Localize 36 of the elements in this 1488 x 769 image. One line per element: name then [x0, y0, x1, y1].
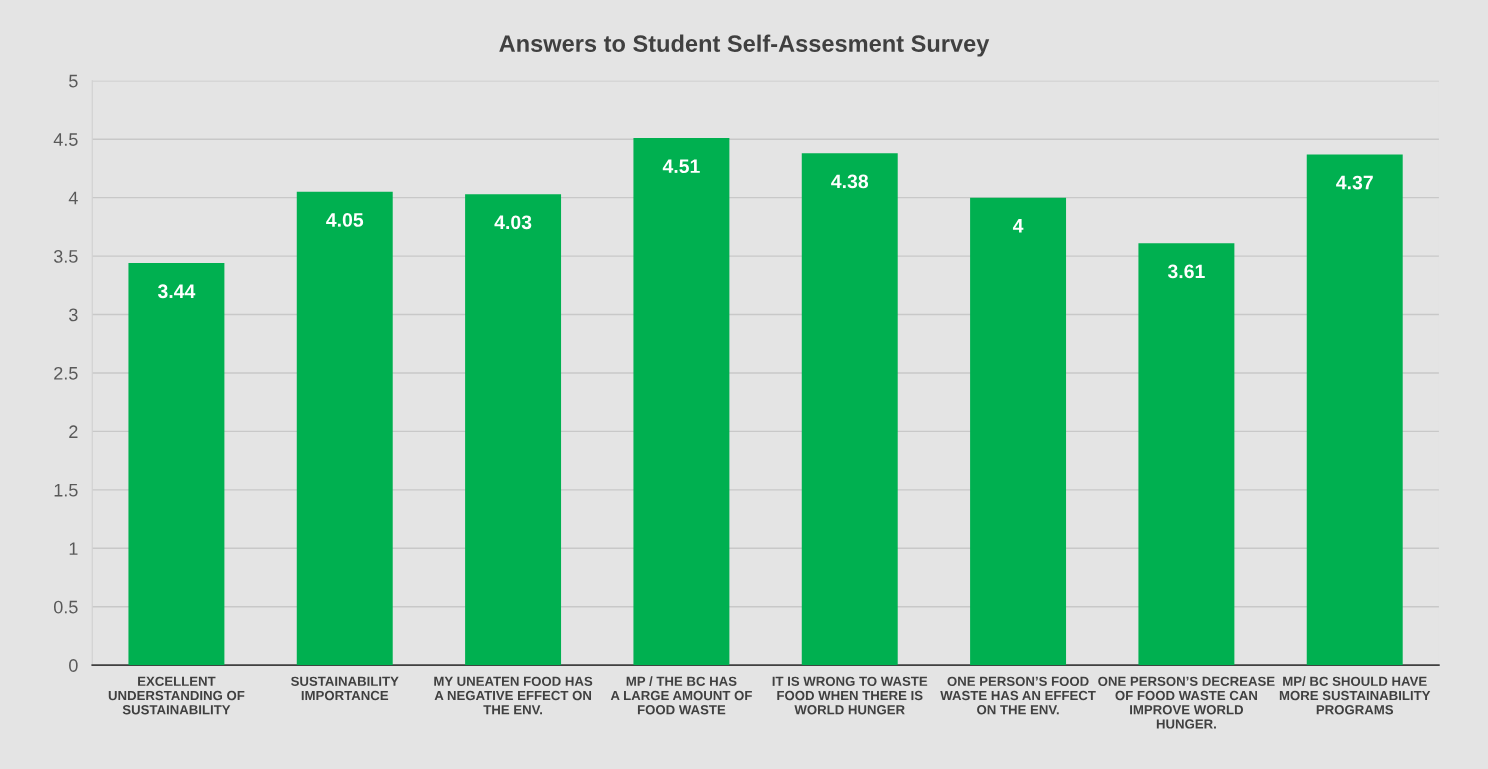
- data-label: 4.37: [1336, 175, 1373, 190]
- bar: [801, 153, 898, 666]
- x-tick-label: EXCELLENT UNDERSTANDING OF SUSTAINABILITY: [108, 676, 245, 715]
- y-tick-label: 0: [69, 659, 78, 672]
- bar: [128, 263, 225, 666]
- data-label: 3.44: [157, 284, 196, 299]
- x-tick-label: MP / THE BC HAS A LARGE AMOUNT OF FOOD WASTE: [610, 676, 752, 715]
- chart-title: Answers to Student Self-Assesment Survey: [499, 34, 990, 57]
- x-tick-label: MP/ BC SHOULD HAVE MORE SUSTAINABILITY PROGRAMS: [1279, 676, 1431, 715]
- data-label: 3.61: [1167, 264, 1205, 279]
- bar: [1138, 243, 1235, 666]
- y-tick-label: 2: [69, 425, 78, 438]
- bar: [1306, 154, 1403, 666]
- bar: [296, 191, 393, 666]
- y-tick-label: 4.5: [53, 133, 78, 146]
- data-label: 4.38: [831, 174, 869, 189]
- y-tick-label: 2.5: [54, 366, 78, 380]
- x-tick-label: MY UNEATEN FOOD HAS A NEGATIVE EFFECT ON THE ENV.: [434, 676, 593, 715]
- x-tick-label: ONE PERSON’S DECREASE OF FOOD WASTE CAN IMPROVE WORLD HUNGER.: [1098, 676, 1275, 729]
- y-tick-label: 3: [69, 308, 78, 322]
- data-label: 4.05: [326, 213, 364, 227]
- y-tick-label: 0.5: [53, 600, 78, 614]
- y-tick-label: 5: [69, 74, 78, 88]
- bar: [633, 138, 730, 666]
- data-label: 4.03: [494, 215, 532, 230]
- y-tick-label: 3.5: [53, 250, 78, 263]
- x-tick-label: IT IS WRONG TO WASTE FOOD WHEN THERE IS WORLD HUNGER: [772, 676, 928, 715]
- y-tick-label: 1.5: [54, 483, 78, 497]
- data-label: 4.51: [662, 159, 700, 174]
- data-label: 4: [1012, 219, 1024, 233]
- y-tick-label: 4: [68, 191, 78, 205]
- bar: [970, 197, 1067, 666]
- x-tick-label: SUSTAINABILITY IMPORTANCE: [291, 676, 399, 701]
- x-tick-label: ONE PERSON’S FOOD WASTE HAS AN EFFECT ON THE ENV.: [940, 676, 1096, 715]
- y-tick-label: 1: [69, 542, 78, 555]
- bar: [465, 194, 562, 666]
